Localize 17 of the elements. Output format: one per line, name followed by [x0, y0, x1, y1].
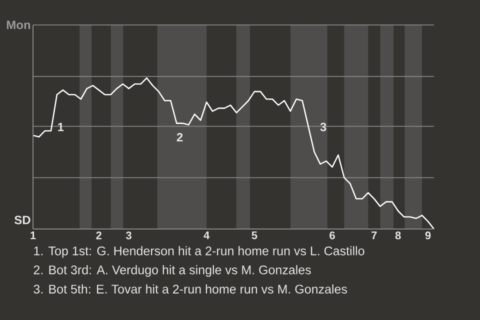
x-tick-label: 2 — [96, 232, 102, 240]
annotation: 1 — [58, 122, 64, 132]
text: Mon — [6, 20, 30, 30]
x-tick-label: 6 — [330, 232, 335, 240]
text: 1. Top 1st: G. Henderson hit a 2-run home run vs L. Castillo — [34, 246, 364, 258]
x-tick-label: 4 — [204, 232, 210, 240]
annotation: 3 — [320, 122, 326, 132]
text: 3. Bot 5th: E. Tovar hit a 2-run home run vs M. Gonzales — [34, 284, 347, 294]
x-tick-label: 3 — [126, 232, 132, 240]
text: 2. Bot 3rd: A. Verdugo hit a single vs M. Gonzales — [34, 265, 311, 277]
x-tick-label: 1 — [30, 232, 36, 240]
x-tick-label: 8 — [395, 232, 401, 240]
x-tick-label: 5 — [252, 232, 258, 240]
text: SD — [14, 216, 30, 224]
x-tick-label: 9 — [425, 232, 431, 240]
x-tick-label: 7 — [372, 232, 377, 240]
annotation: 2 — [176, 133, 183, 142]
